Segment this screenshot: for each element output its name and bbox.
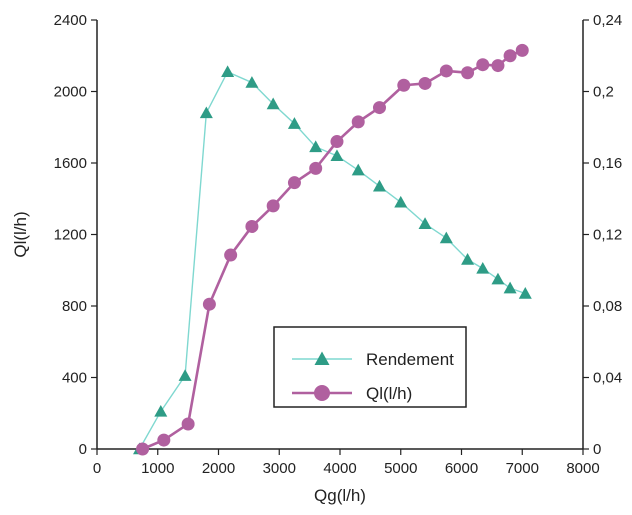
series-rendement-point xyxy=(491,272,505,285)
legend-items: Rendement Ql(l/h) xyxy=(292,350,454,403)
series-rendement-point xyxy=(221,65,235,78)
series-ql-point xyxy=(266,199,280,213)
x-axis-label: Qg(l/h) xyxy=(314,486,366,505)
series-rendement-point xyxy=(503,281,517,294)
series-rendement-point xyxy=(476,261,490,274)
series-ql-point xyxy=(491,59,505,73)
series-rendement-point xyxy=(178,369,192,381)
series-ql xyxy=(136,43,529,456)
x-tick-label: 4000 xyxy=(323,460,356,477)
series-ql-point xyxy=(181,417,195,431)
series-ql-point xyxy=(136,442,150,456)
series-ql-point xyxy=(515,43,529,57)
legend-rendement-label: Rendement xyxy=(366,350,454,369)
series-ql-point xyxy=(309,161,323,175)
series-ql-point xyxy=(287,176,301,190)
series-ql-point xyxy=(397,78,411,92)
series-rendement-point xyxy=(245,76,259,88)
left-y-tick-label: 400 xyxy=(62,370,87,387)
series-rendement-point xyxy=(199,106,213,119)
x-tick-label: 1000 xyxy=(141,460,174,477)
left-y-axis-ticks: 0 400 800 1200 1600 2000 2400 xyxy=(54,12,97,458)
series-rendement-point xyxy=(461,253,475,265)
series-rendement-point xyxy=(418,217,432,229)
series-rendement-point xyxy=(266,97,280,110)
x-tick-label: 7000 xyxy=(506,460,539,477)
x-tick-label: 5000 xyxy=(384,460,417,477)
left-y-tick-label: 0 xyxy=(79,441,87,458)
left-y-tick-label: 1200 xyxy=(54,227,87,244)
series-rendement-point xyxy=(372,179,386,192)
left-y-axis-label: Ql(l/h) xyxy=(11,211,30,257)
series-ql-point xyxy=(476,58,490,72)
legend-ql-label: Ql(l/h) xyxy=(366,384,412,403)
series-ql-point xyxy=(418,76,432,90)
series-rendement-point xyxy=(351,163,365,176)
x-tick-label: 8000 xyxy=(566,460,599,477)
x-tick-label: 0 xyxy=(93,460,101,477)
plot-area xyxy=(133,43,532,456)
left-y-tick-label: 800 xyxy=(62,298,87,315)
left-y-tick-label: 2400 xyxy=(54,12,87,29)
series-ql-point xyxy=(503,49,517,63)
x-tick-label: 2000 xyxy=(202,460,235,477)
right-y-tick-label: 0,12 xyxy=(593,227,622,244)
series-ql-point xyxy=(224,248,238,262)
series-rendement-point xyxy=(309,140,323,153)
right-y-tick-label: 0,2 xyxy=(593,84,614,101)
series-ql-point xyxy=(351,115,365,129)
legend-ql-marker xyxy=(314,385,330,401)
series-ql-point xyxy=(202,297,216,311)
series-ql-point xyxy=(439,64,453,78)
right-y-tick-label: 0 xyxy=(593,441,601,458)
series-rendement xyxy=(133,65,532,455)
series-ql-point xyxy=(157,433,171,447)
x-tick-label: 3000 xyxy=(263,460,296,477)
left-y-tick-label: 2000 xyxy=(54,84,87,101)
series-ql-point xyxy=(330,135,344,149)
series-rendement-point xyxy=(518,286,532,299)
series-rendement-point xyxy=(287,117,301,129)
series-ql-point xyxy=(245,219,259,233)
series-rendement-point xyxy=(330,149,344,162)
right-y-tick-label: 0,04 xyxy=(593,370,622,387)
series-rendement-point xyxy=(154,404,168,417)
x-axis-ticks: 0 1000 2000 3000 4000 5000 6000 7000 8000 xyxy=(93,449,600,477)
x-tick-label: 6000 xyxy=(445,460,478,477)
right-y-tick-label: 0,24 xyxy=(593,12,622,29)
left-y-tick-label: 1600 xyxy=(54,155,87,172)
right-y-tick-label: 0,08 xyxy=(593,298,622,315)
series-rendement-point xyxy=(394,195,408,208)
series-ql-point xyxy=(461,66,475,80)
right-y-tick-label: 0,16 xyxy=(593,155,622,172)
series-ql-point xyxy=(372,101,386,115)
right-y-axis-ticks: 0 0,04 0,08 0,12 0,16 0,2 0,24 xyxy=(583,12,622,458)
series-rendement-point xyxy=(439,231,453,244)
legend-rendement-marker xyxy=(314,351,330,365)
legend: Rendement Ql(l/h) xyxy=(273,326,467,408)
